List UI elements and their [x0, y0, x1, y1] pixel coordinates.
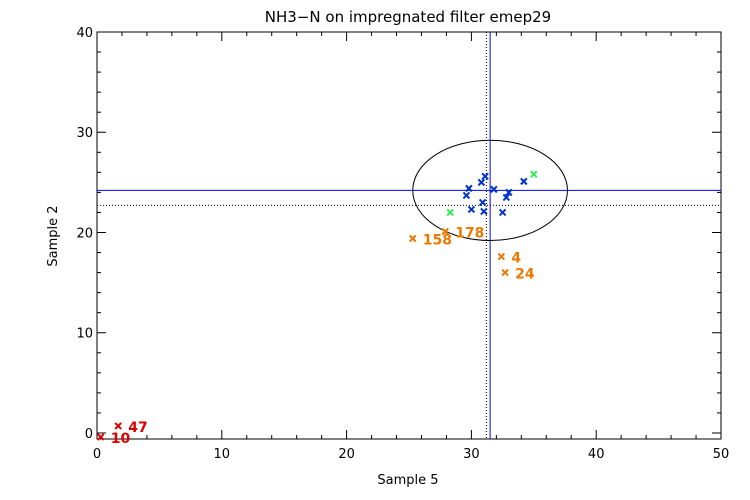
data-point-label: 47	[128, 420, 147, 436]
data-point-marker	[481, 172, 489, 181]
plot-frame	[96, 31, 722, 440]
data-point-marker	[409, 234, 417, 243]
data-point-marker	[465, 184, 473, 193]
data-point-marker	[441, 227, 449, 236]
data-point-marker	[520, 177, 528, 186]
x-tick-label: 30	[463, 447, 480, 462]
data-point-marker	[478, 198, 487, 207]
data-point-marker	[490, 185, 498, 194]
y-tick-label: 0	[85, 427, 93, 442]
data-point-marker	[477, 178, 486, 187]
data-point-marker	[480, 207, 488, 216]
data-point-marker	[498, 208, 507, 217]
data-point-marker	[501, 268, 509, 277]
x-tick-label: 40	[588, 447, 605, 462]
data-point-label: 178	[455, 225, 484, 241]
x-tick-label: 0	[93, 447, 101, 462]
y-axis-label: Sample 2	[46, 205, 61, 266]
y-tick-label: 20	[76, 226, 93, 241]
x-tick-label: 10	[214, 447, 231, 462]
data-point-marker	[505, 188, 513, 197]
data-point-marker	[502, 193, 511, 202]
data-point-marker	[114, 422, 122, 430]
data-point-label: 158	[423, 233, 452, 249]
data-point-marker	[97, 433, 105, 441]
data-point-marker	[462, 191, 471, 200]
data-point-marker	[530, 170, 538, 179]
y-tick-label: 30	[76, 126, 93, 141]
confidence-ellipse	[412, 139, 568, 242]
x-tick-label: 20	[338, 447, 355, 462]
data-point-label: 24	[515, 267, 535, 283]
y-tick-label: 40	[76, 26, 93, 41]
data-point-label: 10	[111, 431, 131, 447]
data-point-marker	[446, 208, 454, 217]
y-tick-label: 10	[76, 327, 93, 342]
x-tick-label: 50	[713, 447, 730, 462]
data-point-marker	[467, 205, 476, 214]
data-point-label: 4	[511, 251, 521, 267]
data-point-marker	[497, 252, 506, 261]
x-axis-label: Sample 5	[377, 473, 438, 488]
chart-title: NH3−N on impregnated filter emep29	[265, 8, 551, 26]
